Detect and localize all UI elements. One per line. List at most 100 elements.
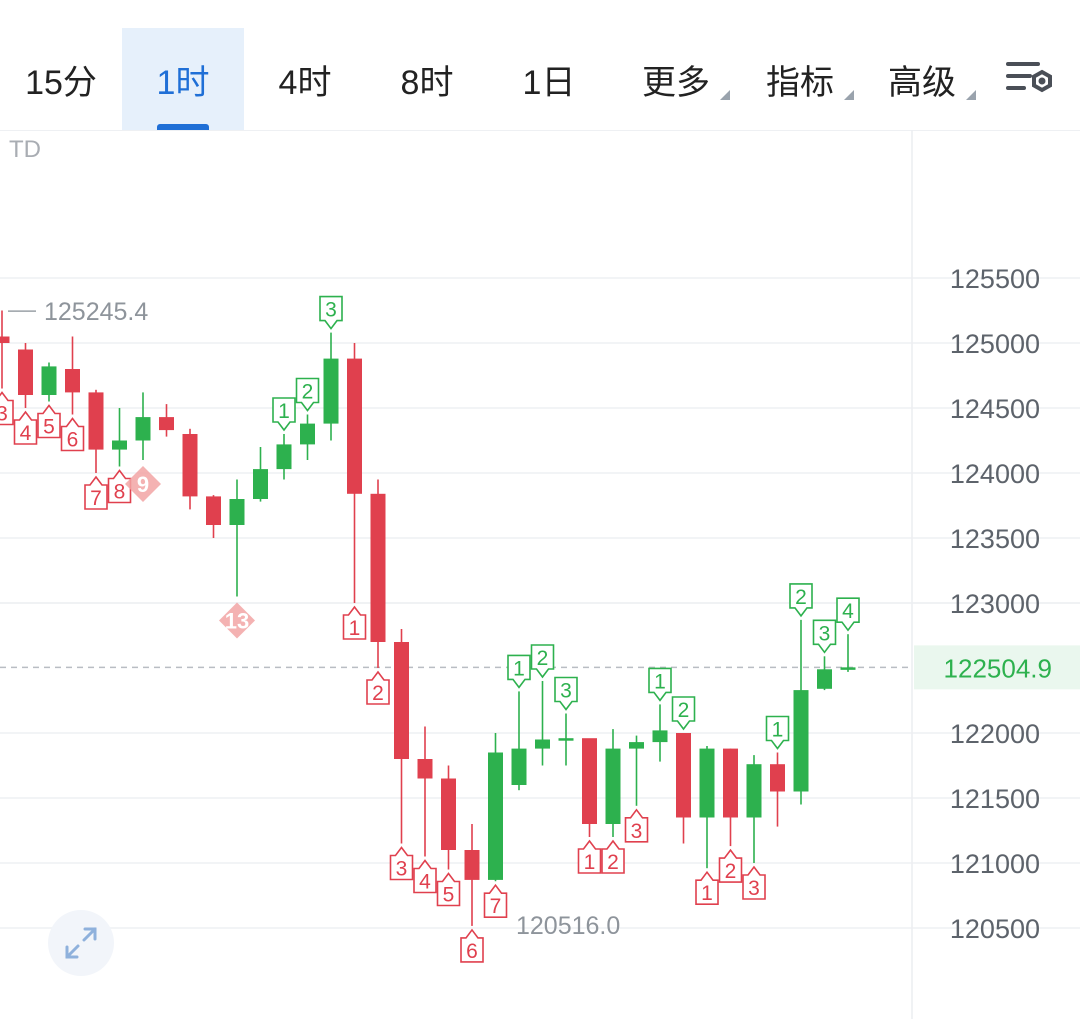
td-count-label: 2 [725, 860, 737, 883]
price-axis-label: 123000 [950, 589, 1040, 619]
candle-body[interactable] [793, 690, 809, 792]
candle-body[interactable] [558, 738, 574, 741]
td-count-marker [107, 469, 132, 504]
td-count-marker [272, 397, 296, 432]
td-count-marker [577, 839, 602, 874]
candle-body[interactable] [88, 392, 104, 450]
td-count-label: 3 [819, 622, 831, 645]
td-count-label: 4 [20, 422, 32, 445]
candle-body[interactable] [582, 738, 597, 824]
td-count-label: 5 [43, 416, 55, 439]
td-count-marker [342, 605, 367, 640]
candle-body[interactable] [770, 764, 785, 792]
tab-label: 4时 [278, 63, 332, 102]
td-count-label: 1 [654, 670, 666, 693]
td-count-label: 2 [302, 381, 314, 404]
tab-4h[interactable]: 4时 [244, 28, 366, 130]
candle-body[interactable] [652, 730, 668, 743]
candle-body[interactable] [488, 752, 503, 880]
tab-label: 更多 [642, 63, 710, 102]
current-price-tag [914, 645, 1080, 690]
candle-body[interactable] [229, 499, 245, 525]
candle-body[interactable] [629, 742, 644, 749]
price-axis-label: 125500 [950, 264, 1040, 294]
tab-1h[interactable]: 1时 [122, 28, 244, 130]
tab-more-dropdown[interactable]: 更多 [620, 28, 732, 130]
candle-body[interactable] [323, 358, 339, 424]
candle-body[interactable] [18, 349, 33, 396]
timeframe-tab-bar: 15分 1时 4时 8时 1日 更多 指标 高级 [0, 0, 1080, 131]
candle-body[interactable] [840, 667, 856, 670]
td-count-marker [413, 859, 437, 894]
candle-body[interactable] [276, 444, 292, 470]
chart-settings-button[interactable] [998, 52, 1058, 108]
td-count-label: 5 [443, 884, 455, 907]
td-count-label: 4 [419, 871, 431, 894]
td-count-label: 13 [225, 609, 249, 634]
tab-label: 1日 [522, 63, 576, 102]
td-count-marker [836, 597, 860, 632]
candle-body[interactable] [699, 748, 715, 818]
candle-body[interactable] [394, 642, 409, 759]
candle-body[interactable] [723, 748, 738, 818]
candle-body[interactable] [817, 669, 832, 689]
td-count-marker [789, 583, 813, 618]
candle-body[interactable] [135, 417, 151, 441]
tab-label: 高级 [888, 63, 956, 102]
td-count-marker [671, 696, 696, 731]
td-count-label: 7 [490, 895, 502, 918]
price-axis-label: 122000 [950, 719, 1040, 749]
candle-body[interactable] [746, 764, 762, 818]
td-count-label: 2 [607, 851, 619, 874]
candle-body[interactable] [300, 423, 315, 445]
candle-body[interactable] [41, 366, 57, 395]
candle-body[interactable] [676, 733, 691, 818]
tab-1d[interactable]: 1日 [488, 28, 610, 130]
candle-body[interactable] [464, 850, 480, 880]
td-count-marker [60, 417, 85, 452]
td-count-marker [765, 715, 790, 750]
td-count-marker [530, 644, 555, 679]
price-axis-label: 121500 [950, 784, 1040, 814]
td-count-label: 8 [114, 481, 126, 504]
candle-body[interactable] [535, 739, 550, 749]
td-count-label: 7 [90, 487, 102, 510]
td-count-label: 3 [325, 299, 337, 322]
td-count-marker [319, 295, 343, 330]
tab-indicators-dropdown[interactable]: 指标 [744, 28, 856, 130]
td-count-marker [695, 870, 719, 906]
td-count-label: 2 [678, 699, 690, 722]
td-count-label: 3 [631, 820, 643, 843]
candle-body[interactable] [253, 469, 268, 499]
fullscreen-button[interactable] [48, 910, 114, 976]
high-price-label: 125245.4 [44, 298, 148, 326]
candle-body[interactable] [441, 778, 456, 851]
candle-body[interactable] [605, 748, 621, 824]
candle-body[interactable] [65, 369, 80, 393]
price-axis-label: 120500 [950, 914, 1040, 944]
candle-body[interactable] [347, 358, 362, 494]
tab-15m[interactable]: 15分 [0, 28, 122, 130]
candle-body[interactable] [159, 417, 174, 431]
tab-8h[interactable]: 8时 [366, 28, 488, 130]
candle-body[interactable] [182, 434, 198, 497]
tab-advanced-dropdown[interactable]: 高级 [866, 28, 978, 130]
dropdown-triangle-icon [844, 90, 854, 100]
indicator-label: TD [9, 136, 41, 163]
td-count-label: 3 [396, 858, 408, 881]
candlestick-chart[interactable]: 125500 125000 124500 124000 123500 123000 1220… [0, 130, 1080, 1019]
td-count-marker [389, 846, 414, 881]
candle-body[interactable] [511, 748, 527, 785]
td-count-label: 1 [772, 719, 784, 742]
tab-label: 8时 [400, 63, 454, 102]
candle-body[interactable] [370, 493, 386, 642]
td-count-label: 2 [537, 647, 549, 670]
td-count-label: 2 [795, 586, 807, 609]
td-setup-highlight [125, 466, 161, 502]
active-tab-indicator [157, 124, 209, 130]
candle-body[interactable] [417, 759, 433, 779]
candle-body[interactable] [0, 336, 10, 344]
candle-body[interactable] [206, 496, 221, 525]
td-count-label: 1 [278, 400, 290, 423]
candle-body[interactable] [112, 440, 127, 450]
